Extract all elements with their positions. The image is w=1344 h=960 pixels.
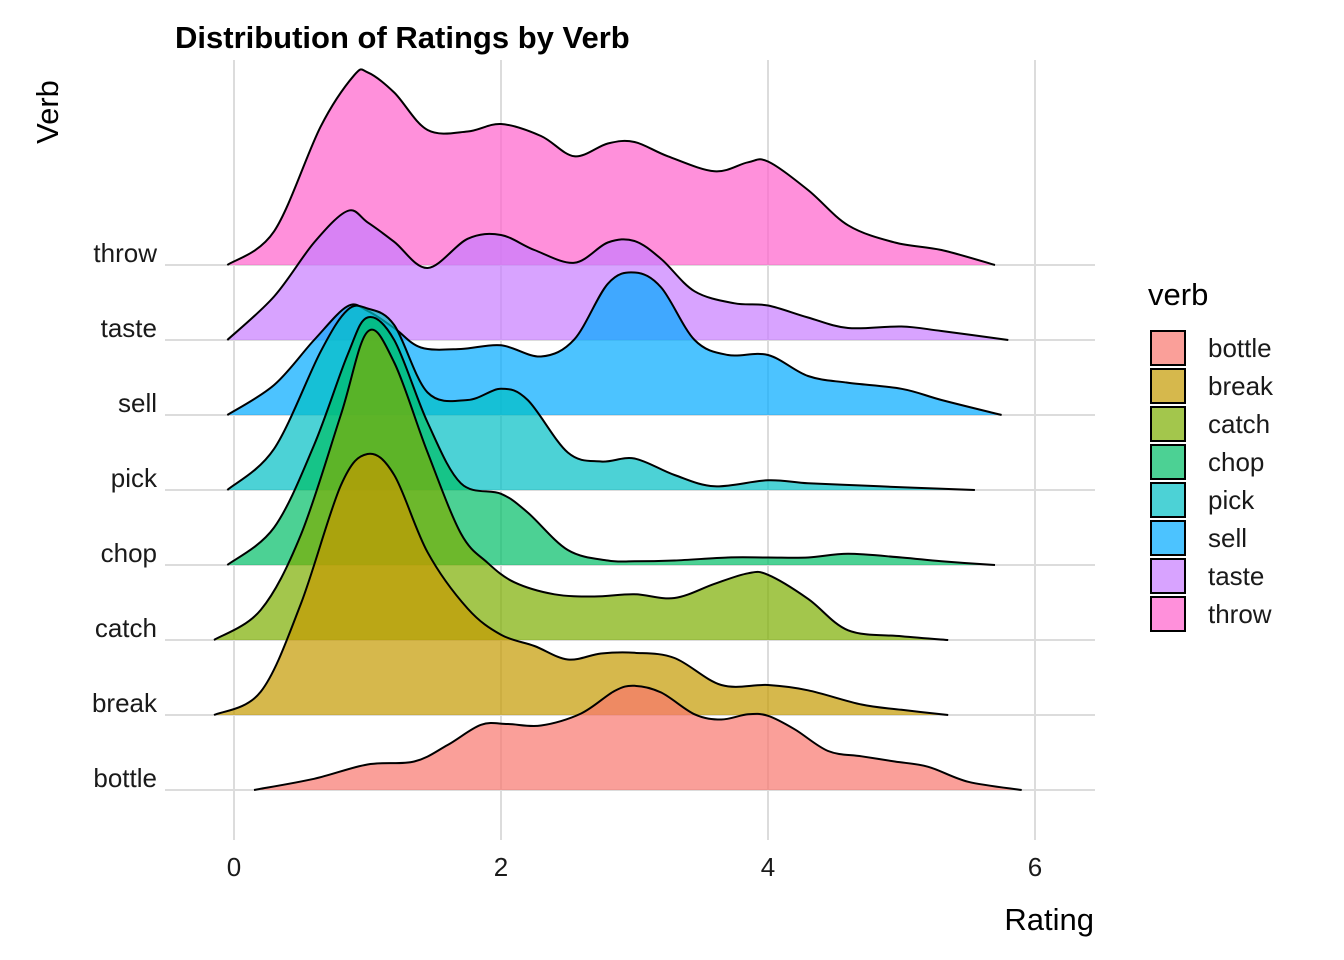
y-tick-label: throw [93,238,157,268]
legend-key-catch [1150,406,1186,442]
legend-label: bottle [1208,333,1272,363]
y-tick-label: sell [118,388,157,418]
legend-key-throw [1150,596,1186,632]
ridge-throw [227,69,996,265]
x-tick-label: 0 [227,852,241,882]
legend-item-taste: taste [1150,558,1264,594]
ridge-outline-chop [226,316,996,566]
y-axis-title: Verb [30,80,65,144]
legend: verb bottle break catch chop pick sell taste th… [1148,277,1274,632]
legend-label: pick [1208,485,1255,515]
legend-item-throw: throw [1150,596,1272,632]
y-tick-label: catch [95,613,157,643]
legend-key-bottle [1150,330,1186,366]
legend-label: sell [1208,523,1247,553]
ridge-outline-catch [213,328,949,641]
legend-item-catch: catch [1150,406,1270,442]
x-tick-label: 2 [494,852,508,882]
ridge-outline-throw [226,68,996,266]
ridge-outline-pick [226,304,975,491]
y-tick-label: break [92,688,158,718]
x-tick-labels: 0 2 4 6 [227,852,1042,882]
ridge-break [214,453,949,715]
legend-key-break [1150,368,1186,404]
chart-title: Distribution of Ratings by Verb [175,20,630,55]
y-tick-label: bottle [93,763,157,793]
legend-label: taste [1208,561,1264,591]
y-tick-label: chop [101,538,157,568]
ridge-outline-break [213,452,949,716]
ridge-sell [227,272,1002,415]
legend-key-sell [1150,520,1186,556]
x-tick-label: 4 [761,852,775,882]
ridge-bottle [254,685,1022,790]
legend-item-pick: pick [1150,482,1255,518]
legend-label: catch [1208,409,1270,439]
x-tick-label: 6 [1028,852,1042,882]
y-tick-labels: bottle break catch chop pick sell taste throw [92,238,158,793]
legend-title: verb [1148,277,1208,312]
x-axis-title: Rating [1004,902,1094,937]
legend-item-bottle: bottle [1150,330,1272,366]
legend-key-chop [1150,444,1186,480]
ridge-outline-taste [226,209,1009,341]
legend-item-break: break [1150,368,1274,404]
legend-label: throw [1208,599,1272,629]
legend-key-taste [1150,558,1186,594]
legend-items: bottle break catch chop pick sell taste throw [1150,330,1274,632]
ridges [213,68,1022,791]
legend-item-chop: chop [1150,444,1264,480]
y-tick-label: taste [101,313,157,343]
legend-item-sell: sell [1150,520,1247,556]
y-tick-label: pick [111,463,158,493]
ridge-outline-bottle [253,684,1022,791]
legend-key-pick [1150,482,1186,518]
legend-label: chop [1208,447,1264,477]
legend-label: break [1208,371,1274,401]
